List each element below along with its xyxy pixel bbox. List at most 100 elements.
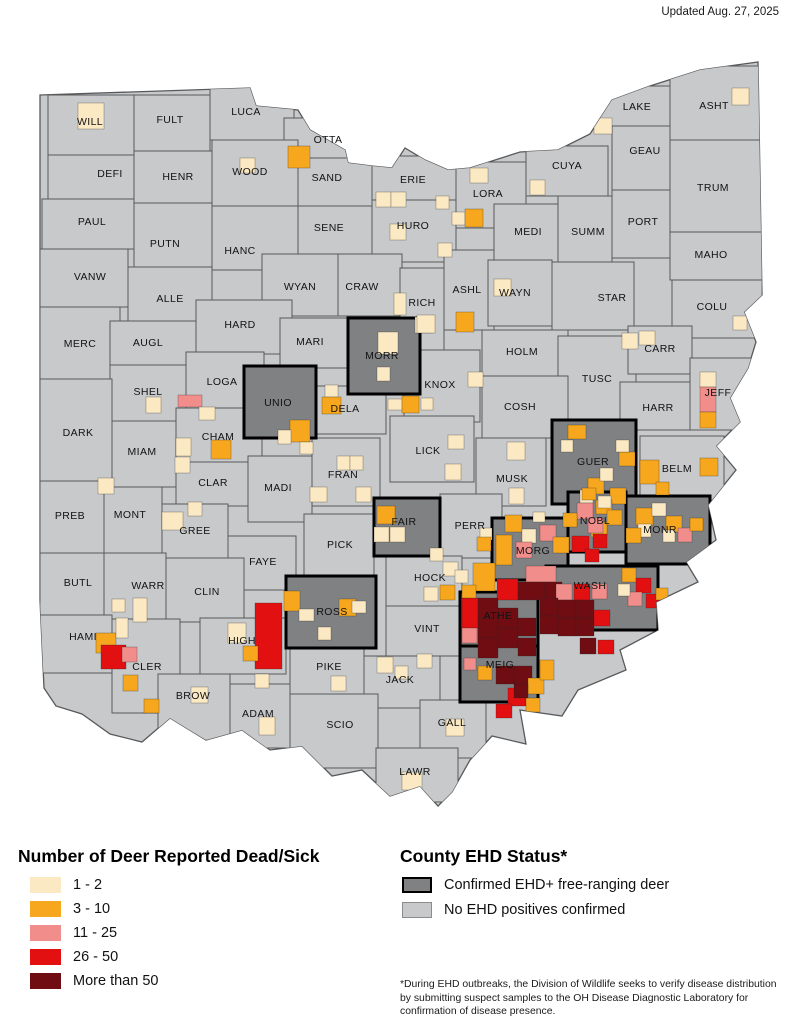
deer-report-square xyxy=(562,512,578,528)
deer-report-square xyxy=(517,637,537,657)
deer-report-square xyxy=(493,278,512,297)
county-label-HAMI: HAMI xyxy=(69,631,97,643)
deer-report-square xyxy=(145,396,162,414)
deer-report-square xyxy=(175,437,192,457)
county-label-ERIE: ERIE xyxy=(400,174,426,186)
county-label-TRUM: TRUM xyxy=(697,182,729,194)
deer-report-square xyxy=(437,242,453,258)
county-label-LORA: LORA xyxy=(473,188,503,200)
county-label-OTTA: OTTA xyxy=(314,134,343,146)
deer-report-square xyxy=(423,586,439,602)
county-label-CHAM: CHAM xyxy=(202,431,235,443)
deer-report-square xyxy=(317,626,332,641)
county-label-FRAN: FRAN xyxy=(328,469,358,481)
deer-report-square xyxy=(495,703,513,719)
county-DARK xyxy=(40,378,113,482)
county-label-MONR: MONR xyxy=(643,524,677,536)
deer-report-square xyxy=(477,637,499,659)
deer-report-square xyxy=(699,457,719,477)
county-label-LOGA: LOGA xyxy=(207,376,238,388)
deer-report-square xyxy=(581,487,597,501)
ohio-county-map: WILL FULT LUCA OTTA DEFI HENR WOOD SAND ERIE LORA… xyxy=(39,61,763,807)
deer-report-square xyxy=(627,591,643,607)
deer-report-square xyxy=(677,527,693,543)
deer-report-square xyxy=(732,315,748,331)
county-label-MERC: MERC xyxy=(64,338,97,350)
deer-report-square xyxy=(461,627,478,644)
county-label-WAYN: WAYN xyxy=(499,287,531,299)
deer-report-square xyxy=(472,562,496,592)
deer-report-square xyxy=(609,487,627,505)
deer-report-square xyxy=(525,697,541,713)
deer-report-square xyxy=(635,507,654,526)
county-label-DEFI: DEFI xyxy=(97,168,123,180)
deer-report-square xyxy=(387,398,403,411)
legend-item-confirmed: Confirmed EHD+ free-ranging deer xyxy=(402,877,780,893)
deer-report-square xyxy=(521,528,537,544)
county-label-ALLE: ALLE xyxy=(156,293,183,305)
deer-report-square xyxy=(625,527,642,544)
deer-report-square xyxy=(277,429,292,445)
county-label-ASHT: ASHT xyxy=(699,100,729,112)
county-CLIN xyxy=(165,557,245,623)
deer-report-square xyxy=(132,597,148,623)
county-label-DELA: DELA xyxy=(330,403,359,415)
county-label-ATHE: ATHE xyxy=(484,610,513,622)
legend-label: 26 - 50 xyxy=(73,949,119,965)
deer-report-square xyxy=(476,536,492,552)
swatch-more-50 xyxy=(30,973,61,989)
county-MEDI xyxy=(493,203,559,263)
county-label-HARR: HARR xyxy=(642,402,673,414)
county-PAUL xyxy=(41,198,135,250)
swatch-1-2 xyxy=(30,877,61,893)
deer-report-square xyxy=(254,673,270,689)
deer-report-square xyxy=(617,583,631,597)
deer-report-square xyxy=(309,486,328,503)
county-label-SUMM: SUMM xyxy=(571,226,605,238)
deer-report-square xyxy=(444,463,462,481)
county-GEAU xyxy=(611,125,679,191)
county-DEFI xyxy=(47,154,135,200)
deer-report-square xyxy=(190,686,209,704)
county-WYAN xyxy=(261,253,339,317)
deer-report-square xyxy=(495,534,513,566)
deer-report-square xyxy=(122,674,139,692)
legend-label: No EHD positives confirmed xyxy=(444,902,626,918)
county-WOOD xyxy=(211,139,299,207)
deer-report-square xyxy=(177,394,203,408)
county-label-CLIN: CLIN xyxy=(194,586,220,598)
deer-report-square xyxy=(198,406,216,421)
county-label-SHEL: SHEL xyxy=(133,386,162,398)
county-label-SCIO: SCIO xyxy=(326,719,353,731)
county-STAR xyxy=(551,261,635,331)
deer-report-square xyxy=(517,581,545,601)
legend-deer-reports: Number of Deer Reported Dead/Sick 1 - 2 … xyxy=(18,846,378,997)
county-label-WYAN: WYAN xyxy=(284,281,316,293)
deer-report-square xyxy=(621,332,639,350)
swatch-confirmed xyxy=(402,877,432,893)
county-label-LAWR: LAWR xyxy=(399,766,431,778)
county-label-MAHO: MAHO xyxy=(694,249,727,261)
deer-report-square xyxy=(532,511,546,523)
deer-report-square xyxy=(597,639,615,655)
county-label-PERR: PERR xyxy=(455,520,486,532)
deer-report-square xyxy=(591,583,608,600)
swatch-3-10 xyxy=(30,901,61,917)
county-label-SAND: SAND xyxy=(312,172,343,184)
deer-report-square xyxy=(442,561,459,577)
deer-report-square xyxy=(439,584,456,601)
county-label-VINT: VINT xyxy=(414,623,440,635)
deer-report-square xyxy=(258,716,276,736)
deer-report-square xyxy=(324,384,339,398)
legend-item-1-2: 1 - 2 xyxy=(30,877,378,893)
deer-report-square xyxy=(467,371,484,388)
deer-report-square xyxy=(587,517,604,534)
deer-report-square xyxy=(416,653,433,669)
deer-report-square xyxy=(655,587,669,601)
county-label-GREE: GREE xyxy=(179,525,210,537)
deer-report-square xyxy=(351,600,367,614)
county-label-GUER: GUER xyxy=(577,456,609,468)
county-label-NOBL: NOBL xyxy=(580,515,610,527)
county-label-RICH: RICH xyxy=(408,297,435,309)
deer-report-square xyxy=(376,366,391,382)
